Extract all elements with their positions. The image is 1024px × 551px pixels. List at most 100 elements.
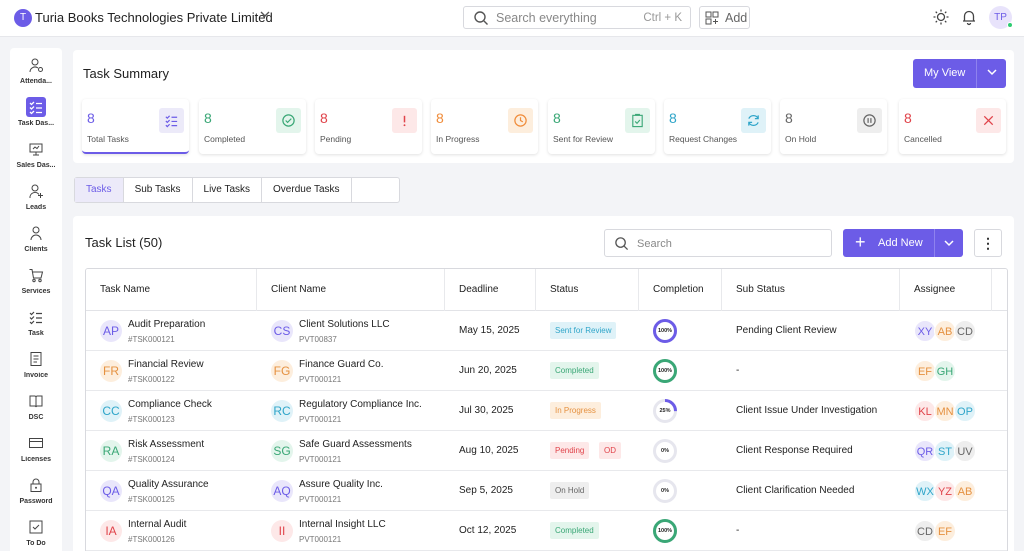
assignee-group[interactable]: XY AB CD <box>914 320 976 342</box>
stat-card-total-tasks[interactable]: 8 Total Tasks <box>82 99 189 154</box>
stat-card-in-progress[interactable]: 8 In Progress <box>431 99 538 154</box>
client-name-cell: RC Regulatory Compliance Inc. PVT000121 <box>257 391 445 431</box>
client-name[interactable]: Internal Insight LLC <box>299 519 386 530</box>
table-row[interactable]: IA Internal Audit #TSK000126 II Internal Ins… <box>86 511 1007 551</box>
assignee-avatar[interactable]: MN <box>934 400 956 422</box>
sidebar-item-card[interactable]: Licenses <box>10 433 62 475</box>
more-options-icon[interactable]: ⋮ <box>974 229 1002 257</box>
sidebar-item-attendance[interactable]: Attenda... <box>10 55 62 97</box>
tab-overdue-tasks[interactable]: Overdue Tasks <box>262 178 352 202</box>
client-name-cell: SG Safe Guard Assessments PVT000121 <box>257 431 445 471</box>
task-name[interactable]: Compliance Check <box>128 399 212 410</box>
task-name[interactable]: Risk Assessment <box>128 439 205 450</box>
chevron-down-icon[interactable] <box>985 65 999 79</box>
sun-icon[interactable] <box>932 8 950 26</box>
client-name[interactable]: Client Solutions LLC <box>299 319 390 330</box>
sidebar-item-invoice[interactable]: Invoice <box>10 349 62 391</box>
stat-card-on-hold[interactable]: 8 On Hold <box>780 99 887 154</box>
assignee-avatar[interactable]: OP <box>954 400 976 422</box>
column-header-sub-status[interactable]: Sub Status <box>722 269 900 311</box>
stat-label: Total Tasks <box>87 134 129 144</box>
status-badge[interactable]: Completed <box>550 362 599 379</box>
client-name[interactable]: Safe Guard Assessments <box>299 439 412 450</box>
assignee-group[interactable]: EF GH <box>914 360 956 382</box>
sidebar-item-clients[interactable]: Clients <box>10 223 62 265</box>
column-header-deadline[interactable]: Deadline <box>445 269 536 311</box>
task-name[interactable]: Audit Preparation <box>128 319 206 330</box>
assignee-group[interactable]: QR ST UV <box>914 440 976 462</box>
status-badge[interactable]: Completed <box>550 522 599 539</box>
tab-tasks[interactable]: Tasks <box>75 178 124 202</box>
task-search-input[interactable]: Search <box>604 229 832 257</box>
pause-icon <box>857 108 882 133</box>
assignee-avatar[interactable]: GH <box>934 360 956 382</box>
stat-card-completed[interactable]: 8 Completed <box>199 99 306 154</box>
assignee-avatar[interactable]: AB <box>954 480 976 502</box>
assignee-avatar[interactable]: EF <box>934 520 956 542</box>
add-new-task-button[interactable]: + Add New <box>843 229 963 257</box>
column-header-client-name[interactable]: Client Name <box>257 269 445 311</box>
column-header-status[interactable]: Status <box>536 269 639 311</box>
sidebar-item-lock[interactable]: Password <box>10 475 62 517</box>
client-name[interactable]: Regulatory Compliance Inc. <box>299 399 422 410</box>
org-name[interactable]: Turia Books Technologies Private Limited <box>35 10 273 25</box>
stat-card-sent-for-review[interactable]: 8 Sent for Review <box>548 99 655 154</box>
sidebar-item-task[interactable]: Task <box>10 307 62 349</box>
table-row[interactable]: FR Financial Review #TSK000122 FG Finance Gu… <box>86 351 1007 391</box>
table-row[interactable]: AP Audit Preparation #TSK000121 CS Client So… <box>86 311 1007 351</box>
assignee-avatar[interactable]: ST <box>934 440 956 462</box>
sidebar-item-leads[interactable]: Leads <box>10 181 62 223</box>
tab-sub-tasks[interactable]: Sub Tasks <box>124 178 193 202</box>
column-header-assignee[interactable]: Assignee <box>900 269 992 311</box>
client-name[interactable]: Assure Quality Inc. <box>299 479 383 490</box>
add-button[interactable]: Add <box>699 6 750 29</box>
my-view-button[interactable]: My View <box>913 59 1006 88</box>
table-row[interactable]: CC Compliance Check #TSK000123 RC Regulatory… <box>86 391 1007 431</box>
assignee-avatar[interactable]: KL <box>914 400 936 422</box>
sidebar-item-checkbox[interactable]: To Do <box>10 517 62 551</box>
status-badge[interactable]: Sent for Review <box>550 322 617 339</box>
user-avatar[interactable]: TP <box>989 6 1013 29</box>
table-row[interactable]: RA Risk Assessment #TSK000124 SG Safe Guard … <box>86 431 1007 471</box>
assignee-avatar[interactable]: WX <box>914 480 936 502</box>
bell-icon[interactable] <box>960 8 978 26</box>
task-name[interactable]: Quality Assurance <box>128 479 209 490</box>
assignee-avatar[interactable]: CD <box>914 520 936 542</box>
assignee-avatar[interactable]: EF <box>914 360 936 382</box>
table-row[interactable]: QA Quality Assurance #TSK000125 AQ Assure Qu… <box>86 471 1007 511</box>
deadline: Jun 20, 2025 <box>459 365 517 376</box>
task-search-placeholder: Search <box>637 238 672 250</box>
sidebar-item-book[interactable]: DSC <box>10 391 62 433</box>
assignee-group[interactable]: KL MN OP <box>914 400 976 422</box>
assignee-avatar[interactable]: XY <box>914 320 936 342</box>
stat-card-pending[interactable]: 8 Pending <box>315 99 422 154</box>
sales-dashboard-icon <box>26 139 46 159</box>
assignee-avatar[interactable]: CD <box>954 320 976 342</box>
assignee-avatar[interactable]: QR <box>914 440 936 462</box>
column-header-completion[interactable]: Completion <box>639 269 722 311</box>
stat-card-request-changes[interactable]: 8 Request Changes <box>664 99 771 154</box>
global-search-input[interactable]: Search everything Ctrl + K <box>463 6 691 29</box>
task-name[interactable]: Financial Review <box>128 359 204 370</box>
status-badge[interactable]: On Hold <box>550 482 590 499</box>
assignee-avatar[interactable]: UV <box>954 440 976 462</box>
assignee-avatar[interactable]: AB <box>934 320 956 342</box>
assignee-avatar[interactable]: YZ <box>934 480 956 502</box>
client-name[interactable]: Finance Guard Co. <box>299 359 384 370</box>
stat-card-cancelled[interactable]: 8 Cancelled <box>899 99 1006 154</box>
assignee-group[interactable]: WX YZ AB <box>914 480 976 502</box>
column-header-task-name[interactable]: Task Name <box>86 269 257 311</box>
task-id: #TSK000126 <box>128 535 175 544</box>
task-list-title: Task List (50) <box>85 235 163 250</box>
status-badge[interactable]: Pending <box>550 442 590 459</box>
sidebar-item-sales-dashboard[interactable]: Sales Das... <box>10 139 62 181</box>
status-badge[interactable]: In Progress <box>550 402 601 419</box>
chevron-down-icon[interactable] <box>942 236 956 250</box>
task-name[interactable]: Internal Audit <box>128 519 187 530</box>
sidebar-item-task-dashboard[interactable]: Task Das... <box>10 97 62 139</box>
tab-live-tasks[interactable]: Live Tasks <box>193 178 263 202</box>
assignee-group[interactable]: CD EF <box>914 520 956 542</box>
chevron-down-icon[interactable] <box>259 8 271 23</box>
exclamation-icon <box>392 108 417 133</box>
sidebar-item-cart[interactable]: Services <box>10 265 62 307</box>
